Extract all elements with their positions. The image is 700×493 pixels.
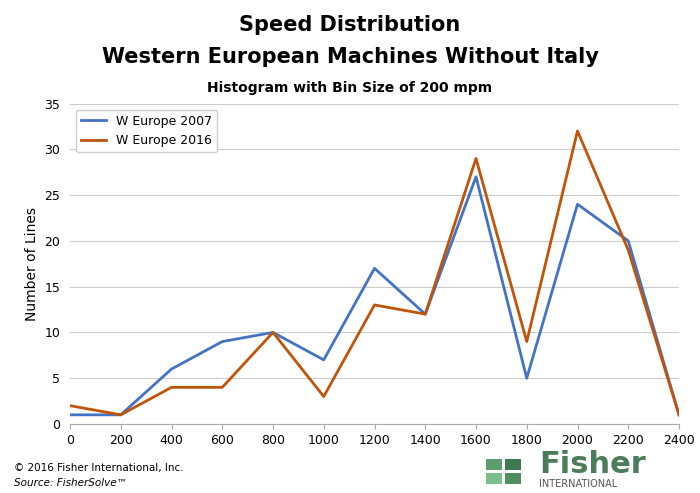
W Europe 2007 [370, 265, 379, 271]
W Europe 2016 [573, 128, 582, 134]
Legend: W Europe 2007, W Europe 2016: W Europe 2007, W Europe 2016 [76, 110, 218, 152]
W Europe 2007 [522, 375, 531, 381]
W Europe 2016 [421, 311, 430, 317]
W Europe 2016 [218, 385, 227, 390]
W Europe 2007 [319, 357, 328, 363]
Y-axis label: Number of Lines: Number of Lines [25, 207, 38, 321]
W Europe 2007 [167, 366, 176, 372]
W Europe 2016 [319, 393, 328, 399]
W Europe 2016 [522, 339, 531, 345]
W Europe 2007 [573, 201, 582, 207]
W Europe 2016 [66, 403, 74, 409]
Text: Western European Machines Without Italy: Western European Machines Without Italy [102, 47, 598, 67]
Text: © 2016 Fisher International, Inc.: © 2016 Fisher International, Inc. [14, 463, 183, 473]
W Europe 2016 [370, 302, 379, 308]
W Europe 2007 [675, 412, 683, 418]
W Europe 2007 [472, 174, 480, 180]
Text: Histogram with Bin Size of 200 mpm: Histogram with Bin Size of 200 mpm [207, 81, 493, 95]
Text: Speed Distribution: Speed Distribution [239, 15, 461, 35]
W Europe 2007 [66, 412, 74, 418]
Text: Fisher: Fisher [539, 450, 645, 479]
W Europe 2016 [116, 412, 125, 418]
Line: W Europe 2016: W Europe 2016 [70, 131, 679, 415]
W Europe 2016 [269, 329, 277, 335]
W Europe 2007 [116, 412, 125, 418]
W Europe 2007 [421, 311, 430, 317]
W Europe 2007 [624, 238, 633, 244]
W Europe 2016 [167, 385, 176, 390]
W Europe 2016 [472, 155, 480, 161]
W Europe 2016 [675, 412, 683, 418]
W Europe 2007 [218, 339, 227, 345]
Line: W Europe 2007: W Europe 2007 [70, 177, 679, 415]
W Europe 2007 [269, 329, 277, 335]
Text: INTERNATIONAL: INTERNATIONAL [539, 479, 617, 489]
W Europe 2016 [624, 247, 633, 253]
Text: Source: FisherSolve™: Source: FisherSolve™ [14, 478, 127, 488]
